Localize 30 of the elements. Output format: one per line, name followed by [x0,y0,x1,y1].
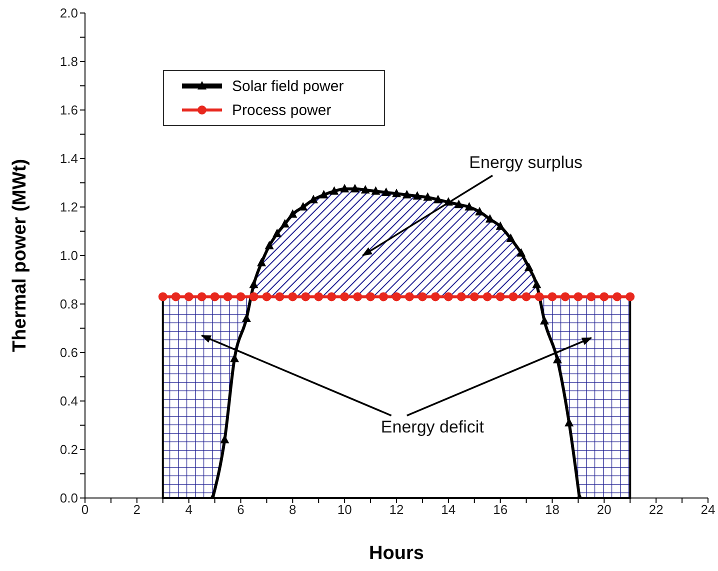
annotation: Energy surplus [469,153,583,172]
y-tick-label: 1.0 [60,248,78,264]
x-tick-label: 6 [237,502,244,518]
x-tick-label: 4 [185,502,192,518]
legend-label: Solar field power [232,78,344,94]
y-axis-title: Thermal power (MWt) [10,158,31,352]
y-tick-label: 0.4 [60,394,78,409]
y-tick-label: 1.4 [60,151,78,166]
x-tick-label: 12 [389,502,404,518]
x-tick-label: 16 [493,502,508,518]
y-tick-label: 0.2 [60,442,78,458]
x-tick-label: 10 [337,502,352,518]
x-axis-title: Hours [369,543,424,564]
y-tick-label: 1.8 [60,54,78,70]
x-tick-label: 2 [133,502,141,518]
y-tick-label: 2.0 [60,6,78,21]
y-tick-label: 0.8 [60,296,78,312]
y-tick-label: 1.6 [60,102,78,118]
x-tick-label: 22 [648,502,664,518]
x-tick-label: 8 [289,502,296,518]
y-tick-label: 0.0 [60,490,78,506]
x-tick-label: 24 [700,502,716,518]
x-tick-label: 14 [441,502,456,518]
y-tick-label: 0.6 [60,345,78,360]
x-tick-label: 20 [596,502,612,518]
x-tick-label: 0 [81,502,89,518]
legend-label: Process power [232,102,332,118]
annotation: Energy deficit [380,418,484,437]
y-tick-label: 1.2 [60,200,78,215]
x-tick-label: 18 [545,502,560,518]
